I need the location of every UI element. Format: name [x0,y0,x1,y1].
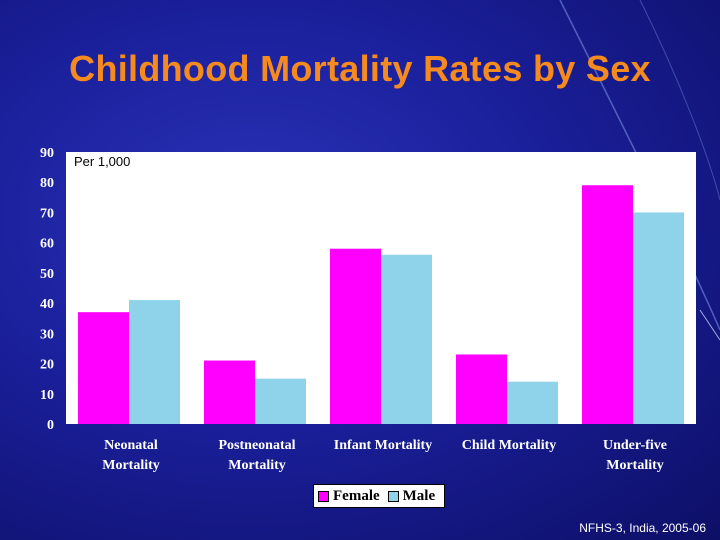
data-label-male: 70 [651,188,667,204]
y-tick-label: 30 [40,327,54,342]
bar-female-4 [456,354,507,424]
category-label: Neonatal [104,438,158,453]
bar-female-3 [330,248,381,424]
bar-female-5 [582,185,633,424]
y-tick-label: 0 [47,418,54,433]
category-label: Child Mortality [462,438,557,453]
data-label-male: 41 [147,276,163,292]
bar-male-5 [633,212,684,424]
unit-label: Per 1,000 [74,154,130,169]
bar-male-4 [507,381,558,424]
category-label: Postneonatal [219,438,296,453]
legend-label-female: Female [333,487,380,504]
y-tick-label: 90 [40,146,54,161]
y-tick-label: 60 [40,237,54,252]
y-tick-label: 10 [40,388,54,403]
data-label-male: 56 [399,231,415,247]
legend-item-female: Female [318,488,380,505]
legend-swatch-female [318,490,329,502]
category-label: Infant Mortality [334,438,432,453]
y-tick-label: 70 [40,206,54,221]
data-label-female: 79 [600,161,616,177]
bar-female-1 [78,312,129,424]
y-tick-label: 80 [40,176,54,191]
category-label: Mortality [606,458,664,473]
legend-item-male: Male [387,487,436,505]
y-tick-label: 40 [40,297,54,312]
slide-title: Childhood Mortality Rates by Sex [69,48,651,89]
legend-swatch-male [387,490,399,502]
legend-label-male: Male [402,487,436,504]
chart-legend: Female Male [313,484,445,508]
data-label-female: 23 [474,330,490,346]
bar-female-2 [204,360,255,424]
data-label-female: 58 [348,225,364,241]
y-tick-label: 50 [40,267,54,282]
category-label: Under-five [603,438,667,453]
bar-male-1 [129,300,180,424]
category-label: Mortality [102,458,160,473]
category-label: Mortality [228,458,286,473]
data-label-male: 14 [525,358,541,374]
data-label-male: 15 [273,355,289,371]
source-note: NFHS-3, India, 2005-06 [579,521,706,535]
bar-male-3 [381,254,432,424]
data-label-female: 37 [96,288,112,304]
data-label-female: 21 [222,337,238,353]
y-tick-label: 20 [40,358,54,373]
bar-male-2 [255,378,306,424]
